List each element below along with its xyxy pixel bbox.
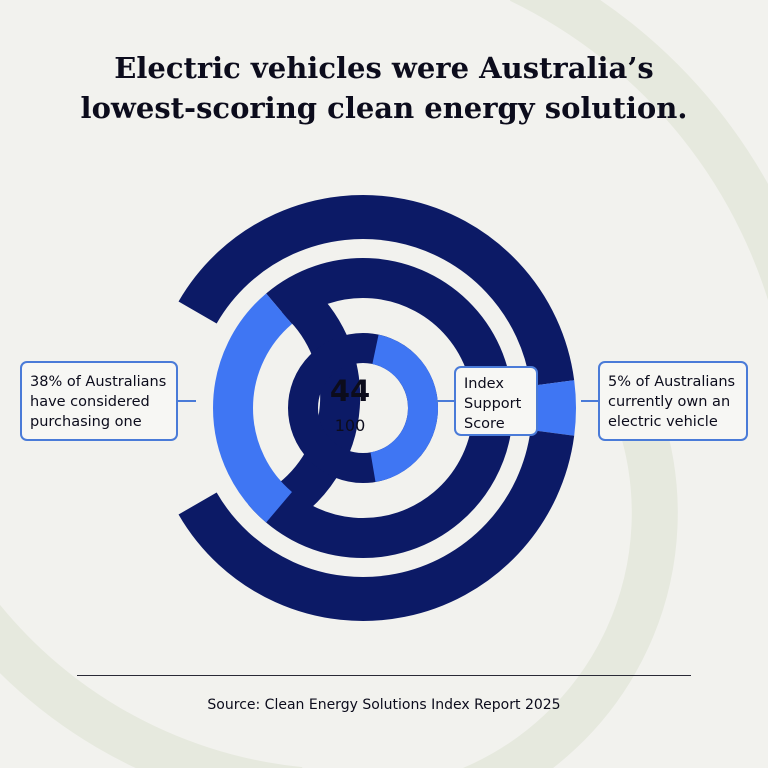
chart-title: Electric vehicles were Australia’s lowes… [0,48,768,128]
source-divider [77,675,691,676]
callout-inner-line-3: Score [464,416,505,432]
callout-inner-line-1: Index [464,376,504,392]
center-score-max: 100 [334,416,366,435]
callout-inner-line-2: Support [464,396,522,412]
source-note: Source: Clean Energy Solutions Index Rep… [207,697,561,713]
ring-middle-track-bottom [268,282,361,525]
callout-inner-ring: Index Support Score [454,366,538,436]
callout-middle-line-3: purchasing one [30,414,142,430]
callout-outer-line-2: currently own an [608,394,731,410]
ring-outer-value-arc [530,380,576,436]
callout-outer-ring: 5% of Australians currently own an elect… [598,361,748,441]
ring-inner-value-arc [369,334,438,482]
title-line-1: Electric vehicles were Australia’s [114,51,654,85]
title-line-2: lowest-scoring clean energy solution. [80,91,688,125]
callout-outer-line-1: 5% of Australians [608,374,736,390]
ring-outer-track-bottom [178,429,575,621]
center-score-value: 44 [329,374,371,408]
callout-middle-line-1: 38% of Australians [30,374,167,390]
callout-outer-line-3: electric vehicle [608,414,718,430]
ring-middle-value-arc [213,293,293,523]
callout-middle-line-2: have considered [30,394,150,410]
ring-outer-track-top [178,195,575,387]
callout-middle-ring: 38% of Australians have considered purch… [20,361,178,441]
